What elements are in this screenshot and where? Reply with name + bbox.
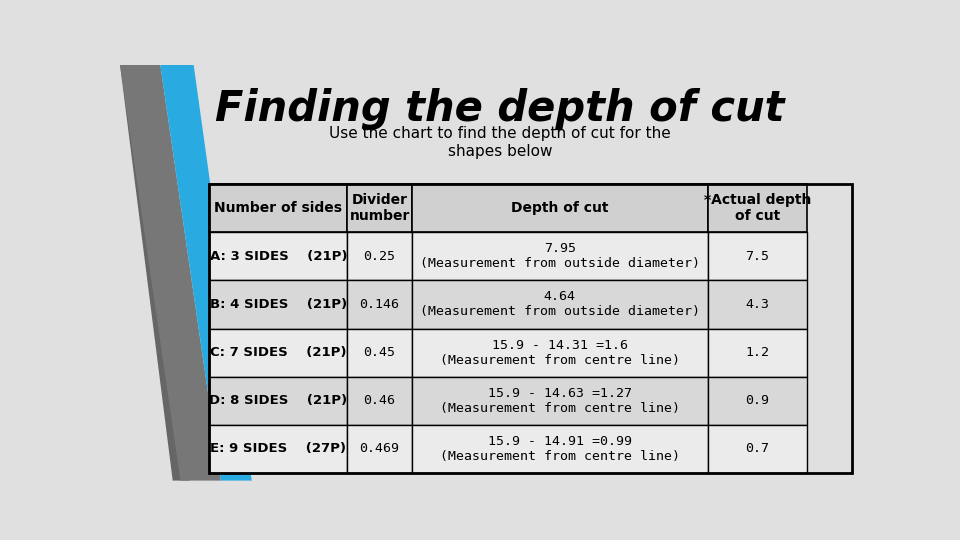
Bar bbox=[412, 280, 708, 328]
Text: 15.9 - 14.91 =0.99
(Measurement from centre line): 15.9 - 14.91 =0.99 (Measurement from cen… bbox=[440, 435, 680, 463]
Text: 0.146: 0.146 bbox=[360, 298, 399, 311]
Text: E: 9 SIDES    (27P): E: 9 SIDES (27P) bbox=[210, 442, 347, 455]
Bar bbox=[348, 280, 412, 328]
Text: Number of sides: Number of sides bbox=[214, 201, 343, 215]
Bar bbox=[209, 425, 348, 473]
Bar bbox=[209, 377, 348, 425]
Text: 0.469: 0.469 bbox=[360, 442, 399, 455]
Bar bbox=[708, 377, 807, 425]
Bar bbox=[209, 232, 348, 280]
Text: B: 4 SIDES    (21P): B: 4 SIDES (21P) bbox=[209, 298, 347, 311]
Text: 0.9: 0.9 bbox=[746, 394, 770, 407]
Text: 1.2: 1.2 bbox=[746, 346, 770, 359]
Bar bbox=[708, 232, 807, 280]
Bar bbox=[708, 328, 807, 377]
Bar bbox=[209, 280, 348, 328]
Text: Divider
number: Divider number bbox=[349, 193, 410, 224]
Text: Finding the depth of cut: Finding the depth of cut bbox=[215, 88, 784, 130]
Text: A: 3 SIDES    (21P): A: 3 SIDES (21P) bbox=[209, 250, 347, 263]
Text: 15.9 - 14.63 =1.27
(Measurement from centre line): 15.9 - 14.63 =1.27 (Measurement from cen… bbox=[440, 387, 680, 415]
Text: 7.95
(Measurement from outside diameter): 7.95 (Measurement from outside diameter) bbox=[420, 242, 700, 271]
Text: 15.9 - 14.31 =1.6
(Measurement from centre line): 15.9 - 14.31 =1.6 (Measurement from cent… bbox=[440, 339, 680, 367]
Bar bbox=[348, 328, 412, 377]
Bar bbox=[412, 425, 708, 473]
Bar bbox=[348, 184, 412, 232]
Polygon shape bbox=[120, 65, 221, 481]
Polygon shape bbox=[160, 65, 252, 481]
Text: 0.46: 0.46 bbox=[364, 394, 396, 407]
Text: 4.64
(Measurement from outside diameter): 4.64 (Measurement from outside diameter) bbox=[420, 291, 700, 319]
Bar bbox=[209, 184, 348, 232]
Text: 4.3: 4.3 bbox=[746, 298, 770, 311]
Text: *Actual depth
of cut: *Actual depth of cut bbox=[704, 193, 811, 224]
Bar bbox=[348, 377, 412, 425]
Text: C: 7 SIDES    (21P): C: 7 SIDES (21P) bbox=[210, 346, 347, 359]
Text: Depth of cut: Depth of cut bbox=[511, 201, 609, 215]
Bar bbox=[412, 377, 708, 425]
Text: D: 8 SIDES    (21P): D: 8 SIDES (21P) bbox=[209, 394, 348, 407]
Text: 7.5: 7.5 bbox=[746, 250, 770, 263]
Bar bbox=[708, 425, 807, 473]
Bar bbox=[412, 184, 708, 232]
Bar bbox=[348, 425, 412, 473]
Bar bbox=[348, 232, 412, 280]
Bar bbox=[412, 328, 708, 377]
Bar bbox=[209, 184, 852, 473]
Text: 0.45: 0.45 bbox=[364, 346, 396, 359]
Text: Use the chart to find the depth of cut for the
shapes below: Use the chart to find the depth of cut f… bbox=[329, 126, 671, 159]
Bar bbox=[209, 328, 348, 377]
Polygon shape bbox=[120, 65, 190, 481]
Bar bbox=[708, 184, 807, 232]
Bar bbox=[708, 280, 807, 328]
Bar bbox=[412, 232, 708, 280]
Text: 0.7: 0.7 bbox=[746, 442, 770, 455]
Text: 0.25: 0.25 bbox=[364, 250, 396, 263]
